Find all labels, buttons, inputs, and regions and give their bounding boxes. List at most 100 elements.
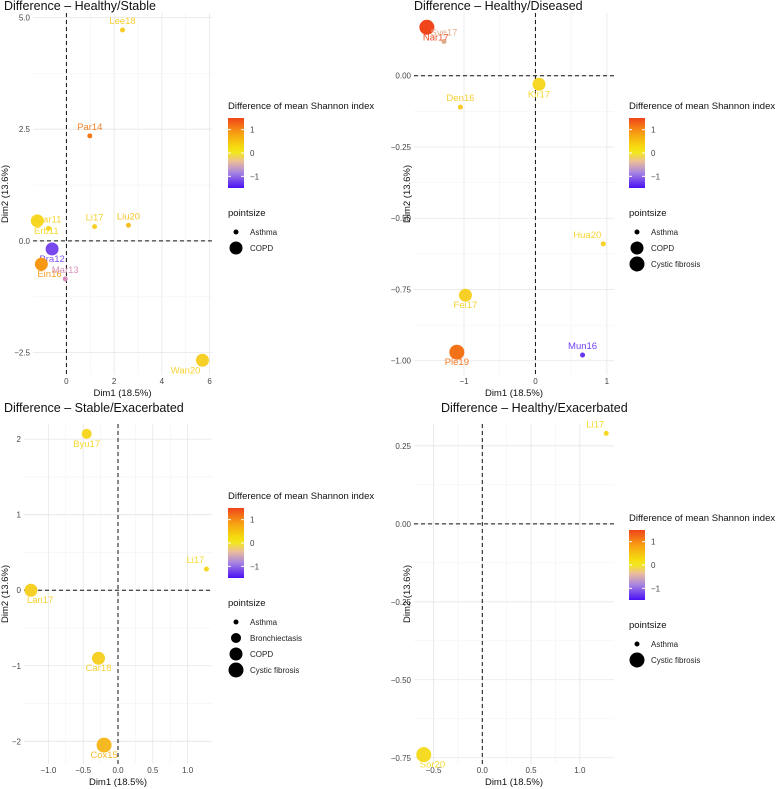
data-point[interactable] [532,77,546,91]
data-point[interactable] [96,737,112,753]
y-tick-label: −0.75 [391,754,412,763]
data-point[interactable] [441,39,447,45]
x-axis-label: Dim1 (18.5%) [485,388,543,399]
data-point[interactable] [203,566,209,572]
point-label: Wan20 [171,365,201,376]
y-tick-label: 2.5 [19,125,31,134]
point-label: Car18 [86,663,112,674]
chart-title: Difference – Healthy/Diseased [414,0,583,13]
colorbar-title: Difference of mean Shannon index [228,491,374,502]
colorbar-tick-label: −1 [250,562,260,571]
data-point[interactable] [580,352,586,358]
colorbar-tick-label: 1 [651,126,656,135]
colorbar-tick-label: 0 [250,539,255,548]
pointsize-key [629,256,645,272]
legend: Difference of mean Shannon index 1 0 −1 poin… [228,101,374,255]
data-point[interactable] [195,353,209,367]
data-point[interactable] [24,583,38,597]
pointsize-label: Asthma [250,228,278,237]
pointsize-title: pointsize [629,620,667,631]
x-tick-label: 0.5 [147,766,159,775]
data-point[interactable] [92,651,106,665]
point-label: Kir17 [528,89,550,100]
colorbar-tick-label: 0 [651,561,656,570]
point-label: Ein16 [37,269,61,280]
colorbar [228,118,244,188]
colorbar-tick-label: −1 [651,172,661,181]
y-tick-label: −0.25 [391,598,412,607]
chart-title: Difference – Stable/Exacerbated [4,401,184,415]
x-tick-label: −0.5 [426,766,442,775]
y-tick-label: −0.50 [391,676,412,685]
data-point[interactable] [416,747,432,763]
pointsize-label: Bronchiectasis [250,634,302,643]
pointsize-key [228,662,244,678]
y-tick-label: 1 [17,511,22,520]
data-point[interactable] [45,242,59,256]
pointsize-label: Cystic fibrosis [651,656,700,665]
y-tick-label: −0.25 [391,143,412,152]
point-label: Mar13 [52,265,79,276]
point-label: Hua20 [573,230,601,241]
pointsize-key [233,229,239,235]
data-point[interactable] [458,288,472,302]
data-point[interactable] [125,222,131,228]
data-point[interactable] [120,27,125,33]
pointsize-label: COPD [250,650,273,659]
x-tick-label: −1.0 [40,766,56,775]
point-label: Ple19 [445,357,469,368]
data-point[interactable] [457,104,463,110]
point-label: Lee18 [109,16,135,27]
x-tick-label: 1.0 [182,766,194,775]
colorbar-tick-label: 1 [250,126,255,135]
pointsize-label: COPD [651,244,674,253]
data-point[interactable] [62,276,68,282]
data-point[interactable] [34,257,48,271]
data-point[interactable] [30,214,44,228]
pointsize-label: Asthma [651,640,679,649]
data-point[interactable] [419,19,435,35]
x-tick-label: −1 [459,377,469,386]
plot-area [414,424,614,764]
data-point[interactable] [46,225,52,231]
chart-title: Difference – Healthy/Stable [4,0,156,13]
data-point[interactable] [87,133,93,139]
y-axis-label: Dim2 (13.6%) [402,565,413,623]
x-axis-label: Dim1 (18.5%) [89,777,147,788]
point-label: Li17 [186,555,204,566]
point-label: Gar11 [36,214,62,225]
colorbar-tick-label: 1 [651,538,656,547]
data-point[interactable] [449,344,465,360]
colorbar-tick-label: 0 [250,149,255,158]
y-tick-label: −2.5 [14,349,30,358]
data-point[interactable] [603,430,609,436]
data-point[interactable] [600,241,606,247]
plot-area [33,13,212,375]
point-label: Liu20 [117,211,140,222]
colorbar-tick-label: 0 [651,149,656,158]
pointsize-key [634,229,640,235]
minor-grid [414,13,614,375]
pointsize-key [629,652,645,668]
data-point[interactable] [81,428,92,439]
x-tick-label: 2 [112,377,117,386]
point-label: Den16 [446,93,474,104]
point-label: Lan17 [27,595,53,606]
y-tick-label: −0.50 [391,214,412,223]
plot-area [414,13,614,375]
y-tick-label: −0.75 [391,285,412,294]
point-label: Li17 [586,419,604,430]
y-tick-label: 0.00 [395,520,411,529]
pointsize-key [231,633,241,643]
y-tick-label: 0.0 [19,237,31,246]
data-point[interactable] [92,224,98,230]
pointsize-key [233,619,239,625]
pointsize-label: COPD [250,244,273,253]
minor-grid [33,13,212,375]
points: Lee18 Par14 Erb11 Li17 Liu20 Gar11 Pra12 Ein16M… [30,16,209,376]
pointsize-key [634,641,640,647]
colorbar-tick-label: −1 [250,172,260,181]
y-tick-label: 0.00 [395,72,411,81]
y-tick-label: −1.00 [391,357,412,366]
